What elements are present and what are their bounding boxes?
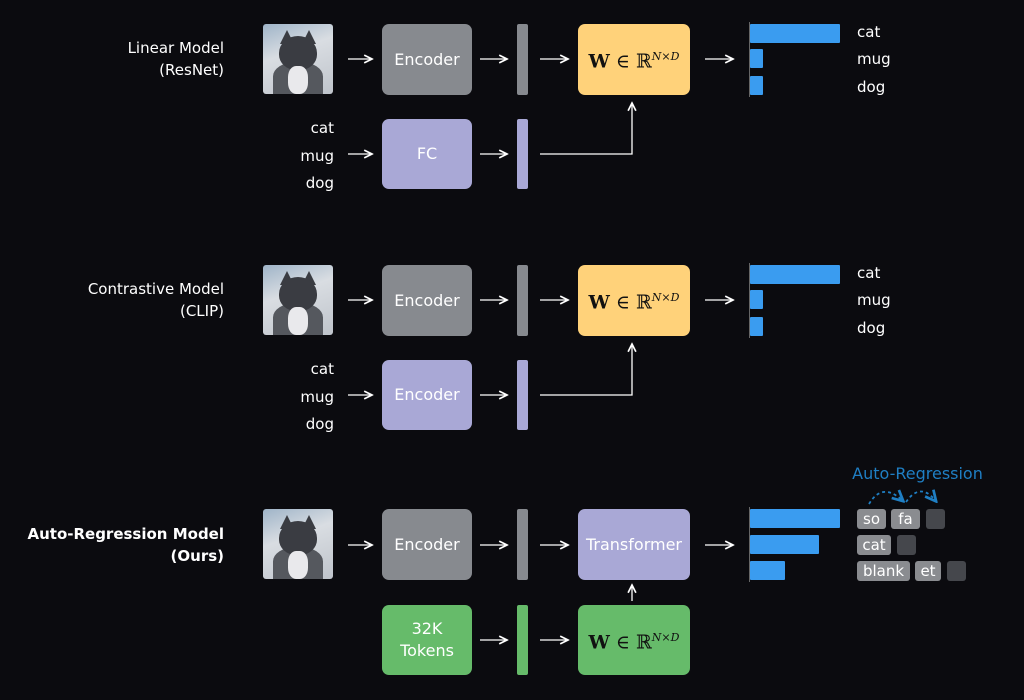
score-bar (750, 317, 763, 336)
tokens-box: 32K Tokens (382, 605, 472, 675)
text-inputs: cat mug dog (300, 119, 334, 192)
cat-image (263, 509, 333, 579)
text-encoder-box: Encoder (382, 360, 472, 430)
image-embedding (517, 509, 528, 580)
cat-image (263, 24, 333, 94)
score-bar (750, 509, 840, 528)
class-label: mug (857, 291, 891, 309)
token: et (915, 561, 941, 581)
empty-token (926, 509, 945, 529)
image-embedding (517, 265, 528, 336)
text-inputs: cat mug dog (300, 360, 334, 433)
score-bar (750, 49, 763, 68)
row-title-linear: Linear Model (ResNet) (127, 39, 224, 79)
weight-matrix-box: W ∈ ℝN×D (578, 24, 690, 95)
score-bar (750, 290, 763, 309)
score-bar (750, 561, 785, 580)
bar-axis (749, 263, 750, 338)
class-label: cat (857, 23, 881, 41)
empty-token (947, 561, 966, 581)
token-embedding (517, 605, 528, 675)
image-encoder-box: Encoder (382, 265, 472, 336)
class-label: dog (857, 78, 886, 96)
class-label: dog (857, 319, 886, 337)
image-encoder-box: Encoder (382, 509, 472, 580)
token: fa (891, 509, 920, 529)
empty-token (897, 535, 916, 555)
image-encoder-box: Encoder (382, 24, 472, 95)
auto-regression-label: Auto-Regression (852, 464, 983, 483)
weight-matrix-box: W ∈ ℝN×D (578, 605, 690, 675)
score-bar (750, 265, 840, 284)
score-bar (750, 76, 763, 95)
bar-axis (749, 22, 750, 97)
bar-axis (749, 507, 750, 582)
image-embedding (517, 24, 528, 95)
text-embedding (517, 360, 528, 430)
transformer-box: Transformer (578, 509, 690, 580)
row-title-contrastive: Contrastive Model (CLIP) (87, 280, 224, 320)
class-label: mug (857, 50, 891, 68)
fc-box: FC (382, 119, 472, 189)
row-title-autoregression: Auto-Regression Model (Ours) (27, 525, 224, 565)
cat-image (263, 265, 333, 335)
token: so (857, 509, 886, 529)
token: cat (857, 535, 891, 555)
class-label: cat (857, 264, 881, 282)
text-embedding (517, 119, 528, 189)
token: blank (857, 561, 910, 581)
score-bar (750, 535, 819, 554)
score-bar (750, 24, 840, 43)
weight-matrix-box: W ∈ ℝN×D (578, 265, 690, 336)
